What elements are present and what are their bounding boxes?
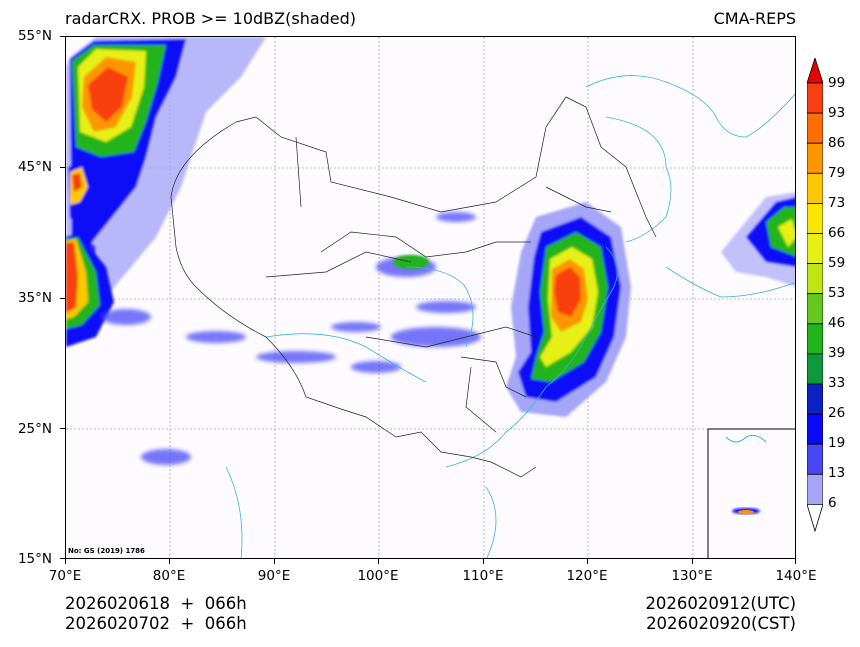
init-time-line2: 2026020702 + 066h [65,614,247,633]
colorbar-label-19: 19 [828,435,846,451]
map-canvas [66,37,795,558]
valid-time-utc: 2026020912(UTC) [645,594,796,613]
ytick-55n: 55°N [17,28,52,44]
colorbar-label-33: 33 [828,375,846,391]
precip-scattered [101,212,481,465]
map-plot-area [65,36,796,559]
xtick-110e: 110°E [462,568,504,584]
xtick-mark [692,559,693,564]
xtick-mark [169,559,170,564]
xtick-120e: 120°E [566,568,608,584]
colorbar-label-53: 53 [828,285,846,301]
borders [170,96,657,478]
map-stamp: No: GS (2019) 1786 [68,547,145,555]
precip-central-china [506,202,631,417]
xtick-mark [587,559,588,564]
precip-east [721,192,795,287]
xtick-mark [274,559,275,564]
ytick-45n: 45°N [17,159,52,175]
colorbar-label-6: 6 [828,495,837,511]
valid-time-cst: 2026020920(CST) [646,614,796,633]
colorbar-label-79: 79 [828,165,846,181]
init-time-line1: 2026020618 + 066h [65,594,247,613]
colorbar-label-99: 99 [828,75,846,91]
colorbar-label-26: 26 [828,405,846,421]
colorbar-label-73: 73 [828,195,846,211]
colorbar-label-13: 13 [828,465,846,481]
colorbar-under-triangle [807,503,823,532]
ytick-25n: 25°N [17,421,52,437]
chart-title-left: radarCRX. PROB >= 10dBZ(shaded) [65,9,357,28]
chart-title-right: CMA-REPS [713,9,796,28]
ytick-mark [60,167,65,168]
xtick-80e: 80°E [152,568,186,584]
ytick-mark [60,36,65,37]
south-china-sea-inset [707,428,795,558]
xtick-90e: 90°E [257,568,291,584]
xtick-70e: 70°E [48,568,82,584]
xtick-100e: 100°E [357,568,399,584]
ytick-mark [60,298,65,299]
init-time-block: 2026020618 + 066h 2026020702 + 066h [65,594,247,634]
colorbar-label-66: 66 [828,225,846,241]
colorbar-label-59: 59 [828,255,846,271]
xtick-mark [795,559,796,564]
valid-time-block: 2026020912(UTC) 2026020920(CST) [645,594,796,634]
colorbar [807,58,823,532]
colorbar-over-triangle [807,58,823,84]
xtick-140e: 140°E [775,568,817,584]
colorbar-label-46: 46 [828,315,846,331]
colorbar-label-86: 86 [828,135,846,151]
ytick-mark [60,428,65,429]
colorbar-label-93: 93 [828,105,846,121]
ytick-mark [60,558,65,559]
xtick-mark [378,559,379,564]
xtick-mark [483,559,484,564]
xtick-mark [65,559,66,564]
ytick-35n: 35°N [17,290,52,306]
precip-nw [66,37,266,317]
ytick-15n: 15°N [17,551,52,567]
xtick-130e: 130°E [671,568,713,584]
coastlines [225,75,795,558]
colorbar-label-39: 39 [828,345,846,361]
